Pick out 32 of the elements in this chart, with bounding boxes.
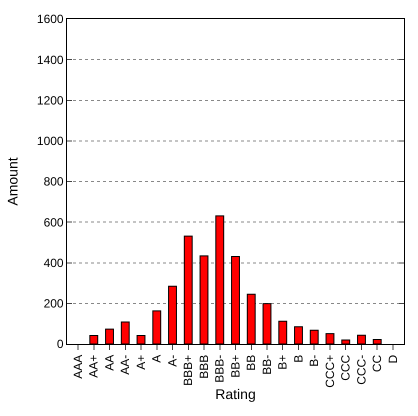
x-tick-label: A (150, 354, 164, 363)
y-tick-label: 600 (44, 215, 64, 230)
y-tick-label: 1600 (36, 12, 64, 26)
x-tick-label: AAA (70, 354, 85, 379)
x-tick-label: BBB+ (181, 354, 196, 386)
x-tick-label: BBB (196, 354, 211, 379)
x-tick-label: CCC+ (322, 354, 337, 388)
x-tick-label: BB- (260, 354, 274, 375)
x-tick-label: AA+ (86, 354, 101, 378)
x-tick-label: A- (165, 354, 180, 367)
x-tick-label: CCC (338, 354, 353, 381)
x-axis-title: Rating (215, 386, 256, 402)
x-tick-label: AA (102, 354, 116, 371)
y-tick-label: 1000 (36, 134, 64, 148)
y-tick-label: 1200 (36, 93, 64, 108)
x-tick-label: AA- (118, 354, 132, 375)
x-tick-label: BB+ (228, 354, 242, 378)
x-tick-label: BBB- (212, 354, 227, 383)
x-tick-label: CCC- (354, 354, 368, 385)
y-tick-label: 0 (56, 337, 64, 352)
x-tick-label: D (386, 354, 400, 364)
x-tick-label: B+ (276, 354, 290, 370)
x-tick-label: CC (370, 354, 384, 372)
y-tick-label: 1400 (36, 52, 64, 67)
y-tick-label: 800 (44, 174, 64, 189)
y-tick-label: 200 (44, 296, 64, 311)
x-tick-label: A+ (134, 354, 148, 370)
x-tick-label: BB (244, 354, 258, 371)
x-tick-label: B- (307, 354, 322, 367)
x-tick-label: B (291, 354, 306, 363)
y-axis-title: Amount (4, 157, 20, 206)
y-tick-label: 400 (44, 256, 64, 270)
